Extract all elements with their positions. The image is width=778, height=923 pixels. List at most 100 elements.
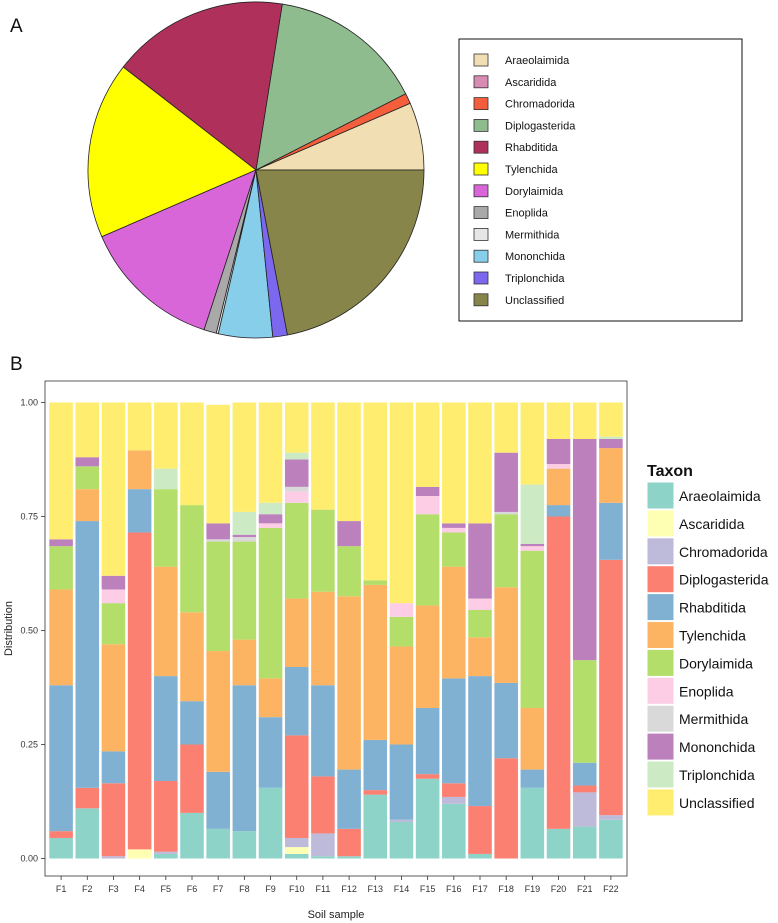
x-tick-label-f19: F19 — [525, 884, 541, 894]
bar-seg-f22-mononchida — [599, 438, 623, 449]
bar-legend-swatch-rhabditida — [646, 593, 675, 622]
bar-seg-f7-rhabditida — [206, 771, 230, 829]
bar-seg-f8-dorylaimida — [232, 541, 257, 640]
pie-legend-swatch-dorylaimida — [473, 184, 489, 198]
bar-seg-f4-unclassified — [127, 402, 152, 451]
bar-seg-f14-unclassified — [389, 402, 414, 604]
x-tick-label-f5: F5 — [161, 884, 172, 894]
bar-seg-f22-chromadorida — [599, 815, 623, 820]
bar-seg-f6-tylenchida — [180, 612, 204, 702]
pie-legend-swatch-triplonchida — [473, 271, 489, 285]
pie-legend-label-chromadorida: Chromadorida — [505, 99, 576, 111]
bar-seg-f16-diplogasterida — [442, 783, 466, 797]
bar-seg-f4-tylenchida — [127, 450, 152, 490]
bar-seg-f10-araeolaimida — [284, 853, 309, 859]
y-tick-label: 1.00 — [20, 398, 38, 408]
bar-seg-f11-unclassified — [311, 402, 335, 510]
bar-seg-f10-mononchida — [284, 459, 309, 487]
bar-legend-label-mermithida: Mermithida — [679, 711, 748, 727]
bar-seg-f2-dorylaimida — [75, 466, 100, 490]
bar-seg-f5-diplogasterida — [154, 780, 178, 852]
bar-seg-f20-diplogasterida — [546, 516, 571, 829]
bar-seg-f19-enoplida — [520, 546, 545, 551]
bar-seg-f19-araeolaimida — [520, 787, 545, 859]
bar-seg-f11-dorylaimida — [311, 509, 335, 592]
x-tick-label-f16: F16 — [446, 884, 462, 894]
bar-seg-f15-tylenchida — [415, 605, 440, 709]
bar-seg-f7-araeolaimida — [206, 828, 230, 859]
pie-legend-label-araeolaimida: Araeolaimida — [505, 55, 570, 67]
bar-seg-f16-araeolaimida — [442, 803, 466, 859]
bar-seg-f10-mermithida — [284, 486, 309, 492]
pie-legend-swatch-rhabditida — [473, 140, 489, 154]
bar-seg-f10-diplogasterida — [284, 735, 309, 838]
bar-seg-f19-mononchida — [520, 543, 545, 547]
bar-seg-f12-rhabditida — [337, 769, 361, 829]
bar-seg-f22-araeolaimida — [599, 819, 623, 859]
bar-seg-f21-chromadorida — [572, 792, 597, 827]
bar-legend-swatch-mermithida — [646, 704, 675, 733]
bar-seg-f7-dorylaimida — [206, 541, 230, 652]
stacked-bar-chart: 0.00 0.25 0.50 0.75 1.00 F1 F2 F3 F4 F5 F6 F7 F8 F9 F1… — [3, 380, 628, 921]
bar-legend-swatch-enoplida — [646, 676, 675, 705]
bar-seg-f8-triplonchida — [232, 511, 257, 535]
bar-seg-f10-rhabditida — [284, 666, 309, 736]
pie-legend-label-rhabditida: Rhabditida — [505, 142, 558, 154]
bar-seg-f10-triplonchida — [284, 452, 309, 460]
bar-seg-f12-dorylaimida — [337, 546, 361, 597]
x-tick-label-f7: F7 — [213, 884, 224, 894]
bar-seg-f13-diplogasterida — [363, 790, 388, 795]
bar-seg-f5-unclassified — [154, 402, 178, 469]
pie-legend-swatch-enoplida — [473, 206, 489, 220]
bar-seg-f14-araeolaimida — [389, 822, 414, 859]
bar-seg-f12-unclassified — [337, 402, 361, 522]
bar-seg-f3-tylenchida — [101, 644, 126, 752]
bar-seg-f12-tylenchida — [337, 596, 361, 770]
bar-legend-label-dorylaimida: Dorylaimida — [679, 655, 753, 671]
bar-seg-f2-mononchida — [75, 457, 100, 467]
pie-slice-dorylaimida — [101, 169, 257, 331]
bar-seg-f21-rhabditida — [572, 762, 597, 786]
bar-legend-swatch-mononchida — [646, 732, 675, 761]
x-tick-label-f8: F8 — [239, 884, 250, 894]
bar-seg-f16-chromadorida — [442, 796, 466, 804]
bar-seg-f15-diplogasterida — [415, 774, 440, 779]
bar-seg-f5-rhabditida — [154, 676, 178, 781]
pie-legend-swatch-araeolaimida — [473, 53, 489, 67]
bar-seg-f5-chromadorida — [154, 851, 178, 854]
bar-legend-swatch-dorylaimida — [646, 648, 675, 677]
bar-seg-f14-chromadorida — [389, 819, 414, 823]
bar-seg-f13-tylenchida — [363, 584, 388, 740]
bar-seg-f10-enoplida — [284, 491, 309, 503]
x-tick-label-f4: F4 — [134, 884, 145, 894]
bar-legend: Taxon Araeolaimida Ascaridida Chromadorida D… — [646, 463, 769, 817]
bar-seg-f11-chromadorida — [311, 833, 335, 857]
pie-legend-swatch-mermithida — [473, 227, 489, 241]
bar-seg-f7-unclassified — [206, 404, 230, 524]
bar-seg-f1-tylenchida — [49, 589, 73, 686]
pie-legend-label-triplonchida: Triplonchida — [505, 273, 565, 285]
bar-seg-f13-rhabditida — [363, 739, 388, 791]
x-tick-label-f3: F3 — [108, 884, 119, 894]
bar-seg-f15-araeolaimida — [415, 778, 440, 859]
bar-seg-f17-araeolaimida — [468, 853, 492, 859]
bar-legend-swatch-araeolaimida — [646, 481, 675, 510]
bar-legend-swatch-chromadorida — [646, 537, 675, 566]
bar-legend-swatch-diplogasterida — [646, 565, 675, 594]
x-tick-label-f17: F17 — [472, 884, 488, 894]
bar-seg-f13-araeolaimida — [363, 794, 388, 859]
bar-seg-f20-mononchida — [546, 438, 571, 465]
bar-seg-f4-diplogasterida — [127, 532, 152, 850]
bar-legend-swatch-triplonchida — [646, 760, 675, 789]
bar-seg-f10-ascaridida — [284, 847, 309, 854]
bar-seg-f17-mononchida — [468, 523, 492, 599]
x-tick-label-f21: F21 — [577, 884, 593, 894]
y-axis-title: Distribution — [3, 601, 15, 656]
bar-seg-f15-rhabditida — [415, 708, 440, 775]
pie-slice-unclassified — [255, 169, 425, 336]
y-tick-label: 0.25 — [20, 740, 38, 750]
bar-seg-f22-unclassified — [599, 402, 623, 437]
bar-seg-f9-unclassified — [258, 402, 283, 503]
bar-seg-f17-tylenchida — [468, 637, 492, 677]
bar-seg-f3-chromadorida — [101, 856, 126, 859]
